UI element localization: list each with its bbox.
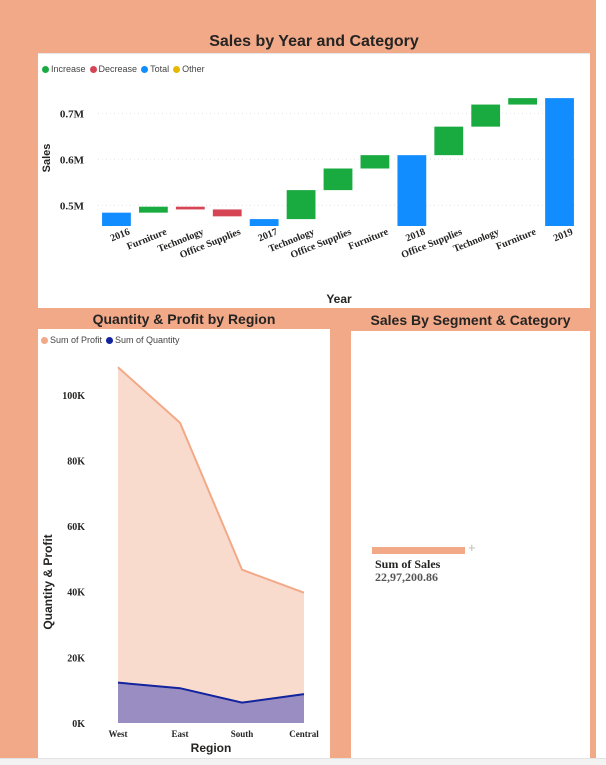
legend-total[interactable]: Total bbox=[141, 64, 169, 74]
y-tick-label: 40K bbox=[67, 588, 85, 599]
legend-profit-marker bbox=[41, 336, 48, 344]
segment-panel[interactable] bbox=[351, 309, 590, 758]
area-line-profit[interactable] bbox=[117, 366, 305, 594]
legend-other[interactable]: Other bbox=[173, 64, 205, 74]
sum-of-sales-label: Sum of Sales bbox=[375, 557, 441, 571]
area-legend[interactable]: Sum of Profit Sum of Quantity bbox=[41, 335, 184, 345]
area-fill-quantity[interactable] bbox=[118, 682, 304, 723]
waterfall-bar-2[interactable] bbox=[175, 206, 205, 210]
y-axis-title: Sales bbox=[41, 144, 53, 173]
waterfall-bar-10[interactable] bbox=[471, 104, 501, 127]
legend-other-label: Other bbox=[182, 64, 205, 74]
waterfall-legend[interactable]: Increase Decrease Total Other bbox=[42, 64, 209, 74]
legend-increase-label: Increase bbox=[51, 64, 86, 74]
legend-other-marker bbox=[173, 65, 181, 73]
waterfall-bar-6[interactable] bbox=[323, 168, 353, 191]
x-axis-title: Region bbox=[191, 741, 232, 755]
area-line-quantity[interactable] bbox=[117, 681, 305, 704]
legend-increase[interactable]: Increase bbox=[42, 64, 86, 74]
legend-increase-marker bbox=[42, 65, 49, 73]
expand-plus-icon[interactable]: + bbox=[468, 540, 476, 555]
waterfall-bar-0[interactable] bbox=[102, 212, 131, 226]
x-tick-label: Furniture bbox=[347, 226, 391, 252]
x-tick-label: Central bbox=[289, 729, 319, 739]
area-chart: 0K 20K 40K 60K 80K 100K Quantity & Profit Wes… bbox=[41, 366, 320, 755]
bottom-strip bbox=[0, 758, 606, 765]
x-axis-title: Year bbox=[326, 292, 352, 306]
waterfall-bar-4[interactable] bbox=[249, 219, 279, 226]
x-tick-label: Furniture bbox=[495, 226, 539, 252]
waterfall-bar-3[interactable] bbox=[212, 209, 242, 217]
segment-title: Sales By Segment & Category bbox=[351, 309, 590, 331]
y-tick-label: 80K bbox=[67, 456, 85, 467]
waterfall-bar-1[interactable] bbox=[138, 206, 168, 213]
legend-sum-of-profit[interactable]: Sum of Profit bbox=[41, 335, 102, 345]
area-fill-profit[interactable] bbox=[118, 367, 304, 723]
legend-quantity-label: Sum of Quantity bbox=[115, 335, 180, 345]
y-tick-label: 0K bbox=[72, 719, 85, 730]
sum-of-sales-bar[interactable] bbox=[372, 547, 465, 554]
waterfall-panel[interactable] bbox=[38, 31, 590, 308]
y-tick-label: 0.7M bbox=[60, 108, 85, 120]
waterfall-bars bbox=[102, 98, 574, 226]
legend-decrease-label: Decrease bbox=[98, 64, 138, 74]
legend-sum-of-quantity[interactable]: Sum of Quantity bbox=[106, 335, 180, 345]
canvas-edge bbox=[596, 0, 606, 764]
y-axis-title: Quantity & Profit bbox=[41, 534, 55, 629]
waterfall-bar-9[interactable] bbox=[434, 126, 464, 156]
area-y-ticks: 0K 20K 40K 60K 80K 100K bbox=[62, 391, 85, 730]
area-title: Quantity & Profit by Region bbox=[38, 309, 330, 329]
waterfall-gridlines bbox=[98, 112, 578, 206]
waterfall-chart: 0.5M 0.6M 0.7M Sales 2016FurnitureTechno… bbox=[41, 98, 578, 306]
legend-profit-label: Sum of Profit bbox=[50, 335, 103, 345]
sum-of-sales-value: 22,97,200.86 bbox=[375, 570, 438, 584]
x-tick-label: East bbox=[171, 729, 188, 739]
waterfall-title: Sales by Year and Category bbox=[38, 31, 590, 54]
y-tick-label: 20K bbox=[67, 653, 85, 664]
legend-total-marker bbox=[141, 65, 149, 73]
legend-total-label: Total bbox=[150, 64, 170, 74]
area-series bbox=[117, 366, 305, 723]
y-tick-label: 60K bbox=[67, 522, 85, 533]
x-tick-label: West bbox=[109, 729, 128, 739]
legend-decrease-marker bbox=[89, 65, 97, 73]
y-tick-label: 0.6M bbox=[60, 154, 85, 166]
legend-decrease[interactable]: Decrease bbox=[89, 64, 138, 74]
waterfall-bar-11[interactable] bbox=[508, 98, 538, 105]
y-tick-label: 100K bbox=[62, 391, 85, 402]
waterfall-bar-7[interactable] bbox=[360, 155, 390, 169]
area-x-labels: West East South Central bbox=[109, 729, 320, 739]
waterfall-bar-8[interactable] bbox=[397, 155, 427, 226]
waterfall-bar-5[interactable] bbox=[286, 190, 316, 220]
legend-quantity-marker bbox=[106, 336, 114, 344]
waterfall-bar-12[interactable] bbox=[545, 98, 574, 226]
y-tick-label: 0.5M bbox=[60, 200, 85, 212]
x-tick-label: South bbox=[231, 729, 254, 739]
x-tick-label: 2019 bbox=[552, 227, 575, 245]
